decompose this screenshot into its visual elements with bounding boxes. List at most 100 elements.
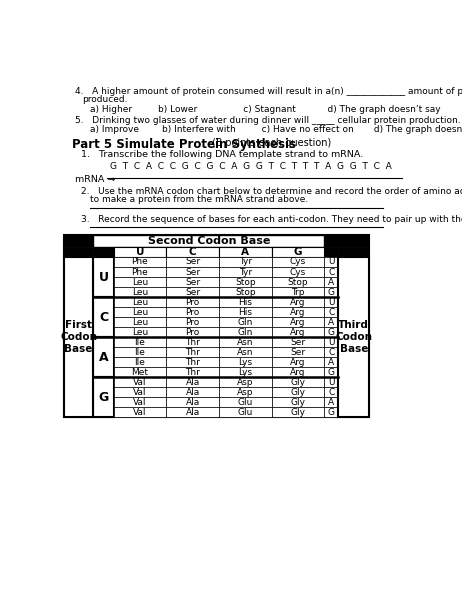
Bar — [219, 337, 272, 347]
Bar — [166, 267, 219, 277]
Text: 4.   A higher amount of protein consumed will result in a(n) _____________ amoun: 4. A higher amount of protein consumed w… — [75, 87, 462, 96]
Bar — [93, 377, 114, 417]
Text: Stop: Stop — [235, 288, 255, 297]
Bar — [324, 297, 338, 307]
Text: 1.   Transcribe the following DNA template strand to mRNA.: 1. Transcribe the following DNA template… — [81, 150, 363, 159]
Bar — [324, 277, 338, 287]
Bar — [272, 287, 324, 297]
Text: produced.: produced. — [83, 94, 128, 103]
Text: A: A — [328, 317, 334, 326]
Bar — [219, 377, 272, 387]
Text: Ile: Ile — [134, 358, 146, 367]
Text: A: A — [241, 247, 249, 257]
Bar — [166, 287, 219, 297]
Text: C: C — [328, 308, 334, 317]
Text: Leu: Leu — [132, 297, 148, 306]
Text: Pro: Pro — [185, 317, 200, 326]
Bar — [338, 257, 369, 417]
Text: Ile: Ile — [134, 348, 146, 356]
Bar — [166, 257, 219, 267]
Text: Thr: Thr — [185, 358, 200, 367]
Text: 3.   Record the sequence of bases for each anti-codon. They need to pair up with: 3. Record the sequence of bases for each… — [81, 215, 462, 224]
Bar — [324, 327, 338, 337]
Text: 2.   Use the mRNA codon chart below to determine and record the order of amino a: 2. Use the mRNA codon chart below to det… — [81, 187, 462, 196]
Bar — [324, 367, 338, 377]
Bar — [219, 267, 272, 277]
Text: Thr: Thr — [185, 368, 200, 376]
Text: Arg: Arg — [290, 297, 306, 306]
Text: G: G — [328, 407, 335, 416]
Text: to make a protein from the mRNA strand above.: to make a protein from the mRNA strand a… — [90, 195, 309, 204]
Bar — [114, 347, 166, 357]
Text: Phe: Phe — [132, 258, 148, 266]
Bar — [324, 337, 338, 347]
Text: U: U — [98, 271, 109, 283]
Bar — [64, 247, 93, 257]
Bar — [219, 407, 272, 417]
Bar — [219, 347, 272, 357]
Bar — [114, 297, 166, 307]
Bar — [114, 397, 166, 407]
Bar — [324, 347, 338, 357]
Text: Val: Val — [133, 407, 146, 416]
Text: Glu: Glu — [237, 407, 253, 416]
Text: Glu: Glu — [237, 398, 253, 407]
Text: Leu: Leu — [132, 277, 148, 286]
Text: Asn: Asn — [237, 337, 254, 347]
Bar — [114, 367, 166, 377]
Bar — [64, 257, 93, 417]
Bar — [219, 277, 272, 287]
Text: Third
Codon
Base: Third Codon Base — [335, 320, 372, 354]
Text: G: G — [294, 247, 302, 257]
Bar — [272, 367, 324, 377]
Bar — [324, 377, 338, 387]
Text: Gly: Gly — [291, 398, 305, 407]
Text: A: A — [328, 277, 334, 286]
Bar — [64, 235, 93, 247]
Text: Tyr: Tyr — [239, 258, 252, 266]
Bar — [272, 347, 324, 357]
Bar — [272, 307, 324, 317]
Text: G: G — [328, 368, 335, 376]
Bar — [272, 257, 324, 267]
Bar — [114, 247, 166, 257]
Text: C: C — [328, 268, 334, 277]
Text: 5.   Drinking two glasses of water during dinner will _____ cellular protein pro: 5. Drinking two glasses of water during … — [75, 116, 461, 125]
Bar — [324, 307, 338, 317]
Text: A: A — [99, 351, 108, 364]
Bar — [219, 387, 272, 397]
Bar — [324, 287, 338, 297]
Text: G  T  C  A  C  C  G  C  G  C  A  G  G  T  C  T  T  T  A  G  G  T  C  A: G T C A C C G C G C A G G T C T T T A G … — [110, 162, 392, 170]
Text: Gly: Gly — [291, 388, 305, 396]
Bar — [219, 357, 272, 367]
Bar — [324, 267, 338, 277]
Bar — [114, 277, 166, 287]
Bar — [272, 247, 324, 257]
Bar — [93, 257, 114, 297]
Bar — [272, 337, 324, 347]
Text: Val: Val — [133, 388, 146, 396]
Bar — [166, 247, 219, 257]
Bar — [219, 287, 272, 297]
Bar — [93, 235, 324, 247]
Text: Pro: Pro — [185, 328, 200, 337]
Text: Arg: Arg — [290, 358, 306, 367]
Text: Val: Val — [133, 378, 146, 387]
Bar — [219, 397, 272, 407]
Text: Asn: Asn — [237, 348, 254, 356]
Text: Lys: Lys — [238, 368, 252, 376]
Bar — [272, 327, 324, 337]
Text: Arg: Arg — [290, 368, 306, 376]
Text: Ser: Ser — [185, 277, 200, 286]
Text: (8 points each question): (8 points each question) — [209, 137, 331, 148]
Bar — [93, 337, 114, 377]
Bar — [272, 397, 324, 407]
Bar — [338, 247, 369, 257]
Bar — [166, 307, 219, 317]
Bar — [114, 387, 166, 397]
Text: Part 5 Simulate Protein Synthesis: Part 5 Simulate Protein Synthesis — [72, 137, 296, 151]
Bar — [324, 247, 338, 257]
Text: Thr: Thr — [185, 348, 200, 356]
Text: Arg: Arg — [290, 328, 306, 337]
Bar — [324, 235, 369, 247]
